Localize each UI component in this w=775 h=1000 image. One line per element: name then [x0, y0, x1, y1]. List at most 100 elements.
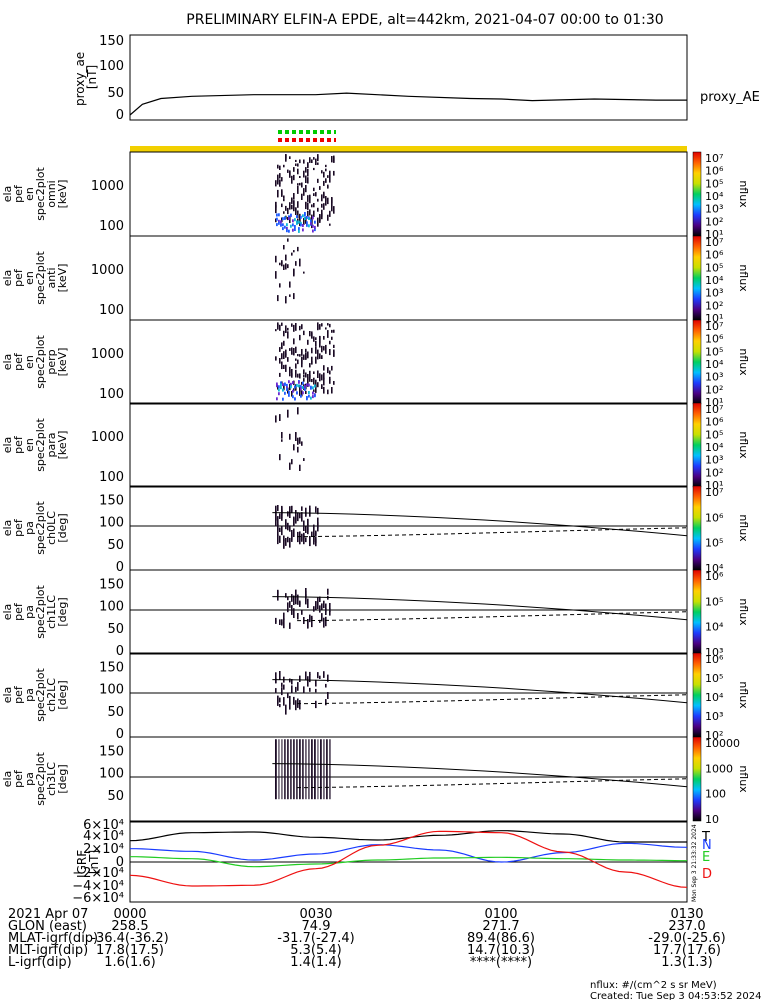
spectrogram-cell: [307, 202, 309, 210]
spectrogram-cell: [331, 387, 333, 394]
spectrogram-cell: [305, 739, 307, 800]
spectrogram-cell: [295, 261, 297, 266]
ephem-value: -29.0(-25.6): [648, 931, 725, 946]
spectrogram-cell: [302, 381, 304, 385]
spectrogram-cell: [303, 686, 305, 694]
spectrogram-cell: [289, 294, 291, 297]
ephem-value: -36.4(-36.2): [91, 931, 168, 946]
spectrogram-cell: [277, 590, 279, 595]
spectrogram-cell: [285, 704, 287, 715]
spectrogram-cell: [303, 159, 305, 164]
spectrogram-cell: [275, 672, 277, 684]
spectrogram-cell: [287, 357, 289, 362]
igrf-legend-e: E: [702, 850, 710, 865]
energy-panel-frame: [129, 319, 688, 405]
spectrogram-cell: [291, 605, 293, 615]
spectrogram-cell: [275, 271, 277, 279]
spectrogram-cell: [289, 170, 291, 175]
spectrogram-cell: [325, 351, 327, 354]
colorbar-tick: 10⁷: [705, 320, 723, 333]
spectrogram-cell: [287, 602, 289, 613]
spectrogram-cell: [295, 369, 297, 378]
spectrogram-cell: [279, 704, 281, 708]
spectrogram-cell: [286, 223, 288, 227]
spectrogram-cell: [317, 217, 319, 225]
footer-created: Created: Tue Sep 3 04:53:52 2024: [590, 991, 762, 1000]
spectrogram-cell: [275, 255, 277, 263]
spectrogram-cell: [286, 383, 288, 387]
energy-spectrogram-panels: elapefenspec2plotomni[keV] 100010010⁷10⁶1…: [1, 151, 750, 492]
panel-ylabel-line: anti: [45, 267, 58, 288]
spectrogram-cell: [277, 295, 279, 302]
spectrogram-cell: [291, 530, 293, 540]
spectrogram-cell: [321, 209, 323, 217]
spectrogram-cell: [276, 217, 278, 221]
colorbar-tick: 1000: [705, 762, 733, 775]
spectrogram-cell: [331, 365, 333, 371]
igrf-ylabel-line: IGRF: [75, 850, 89, 878]
spectrogram-cell: [293, 193, 295, 200]
spectrogram-cell: [305, 216, 307, 224]
spectrogram-cell: [291, 351, 293, 355]
spectrogram-cell: [306, 223, 308, 227]
spectrogram-cell: [279, 347, 281, 352]
spectrogram-cell: [293, 167, 295, 172]
spectrogram-cell: [289, 525, 291, 532]
panel-ylabel-line: ela: [1, 771, 14, 788]
colorbar-tick: 10⁴: [705, 621, 724, 634]
spectrogram-cell: [288, 217, 290, 220]
spectrogram-cell: [293, 338, 295, 345]
spectrogram-cell: [307, 676, 309, 687]
ephem-row-label: GLON (east): [8, 919, 87, 934]
spectrogram-cell: [289, 509, 291, 518]
spectrogram-cell: [275, 688, 277, 694]
anti-loss-cone-line: [297, 694, 688, 705]
spectrogram-cell: [293, 293, 295, 300]
spectrogram-cell: [289, 462, 291, 470]
anti-loss-cone-line: [297, 527, 688, 538]
spectrogram-cell: [287, 238, 289, 242]
spectrogram-cell: [277, 189, 279, 198]
spectrogram-cell: [281, 361, 283, 370]
spectrogram-cell: [283, 351, 285, 359]
spectrogram-cell: [299, 531, 301, 540]
spectrogram-cell: [287, 409, 289, 418]
panel-ylabel-line: ela: [1, 437, 14, 454]
spectrogram-cell: [333, 344, 335, 348]
spectrogram-cell: [301, 349, 303, 356]
spectrogram-cell: [303, 369, 305, 375]
spectrogram-cell: [304, 385, 306, 388]
spectrogram-cell: [281, 342, 283, 349]
ephem-value: 14.7(10.3): [467, 943, 535, 958]
colorbar-tick: 10⁵: [705, 177, 723, 190]
spectrogram-cell: [308, 224, 310, 228]
panel-ylabel-line: spec2plot: [34, 752, 47, 806]
spectrogram-cell: [281, 261, 283, 267]
spectrogram-cell: [280, 220, 282, 224]
colorbar-tick: 10²: [705, 299, 723, 312]
spectrogram-cell: [297, 512, 299, 522]
spectrogram-cell: [292, 389, 294, 393]
spectrogram-cell: [279, 173, 281, 179]
spectrogram-cell: [291, 369, 293, 376]
spectrogram-cell: [295, 700, 297, 711]
spectrogram-cell: [287, 739, 289, 800]
spectrogram-cell: [304, 213, 306, 217]
igrf-side-stamp: Mon Sep 3 21:33:32 2024: [691, 824, 698, 902]
spectrogram-cell: [299, 538, 301, 545]
spectrogram-cell: [329, 370, 331, 375]
ephem-value: 258.5: [111, 919, 148, 934]
spectrogram-cell: [306, 216, 308, 219]
spectrogram-cell: [311, 356, 313, 365]
energy-ytick: 1000: [91, 179, 124, 194]
colorbar-tick: 10⁴: [705, 190, 724, 203]
spectrogram-cell: [317, 382, 319, 388]
spectrogram-cell: [319, 214, 321, 222]
colorbar-tick: 10²: [705, 466, 723, 479]
spectrogram-cell: [306, 383, 308, 387]
spectrogram-cell: [279, 414, 281, 421]
anti-loss-cone-line: [297, 611, 688, 622]
spectrogram-cell: [321, 203, 323, 208]
colorbar-tick: 10⁴: [705, 441, 724, 454]
spectrogram-cell: [275, 617, 277, 622]
